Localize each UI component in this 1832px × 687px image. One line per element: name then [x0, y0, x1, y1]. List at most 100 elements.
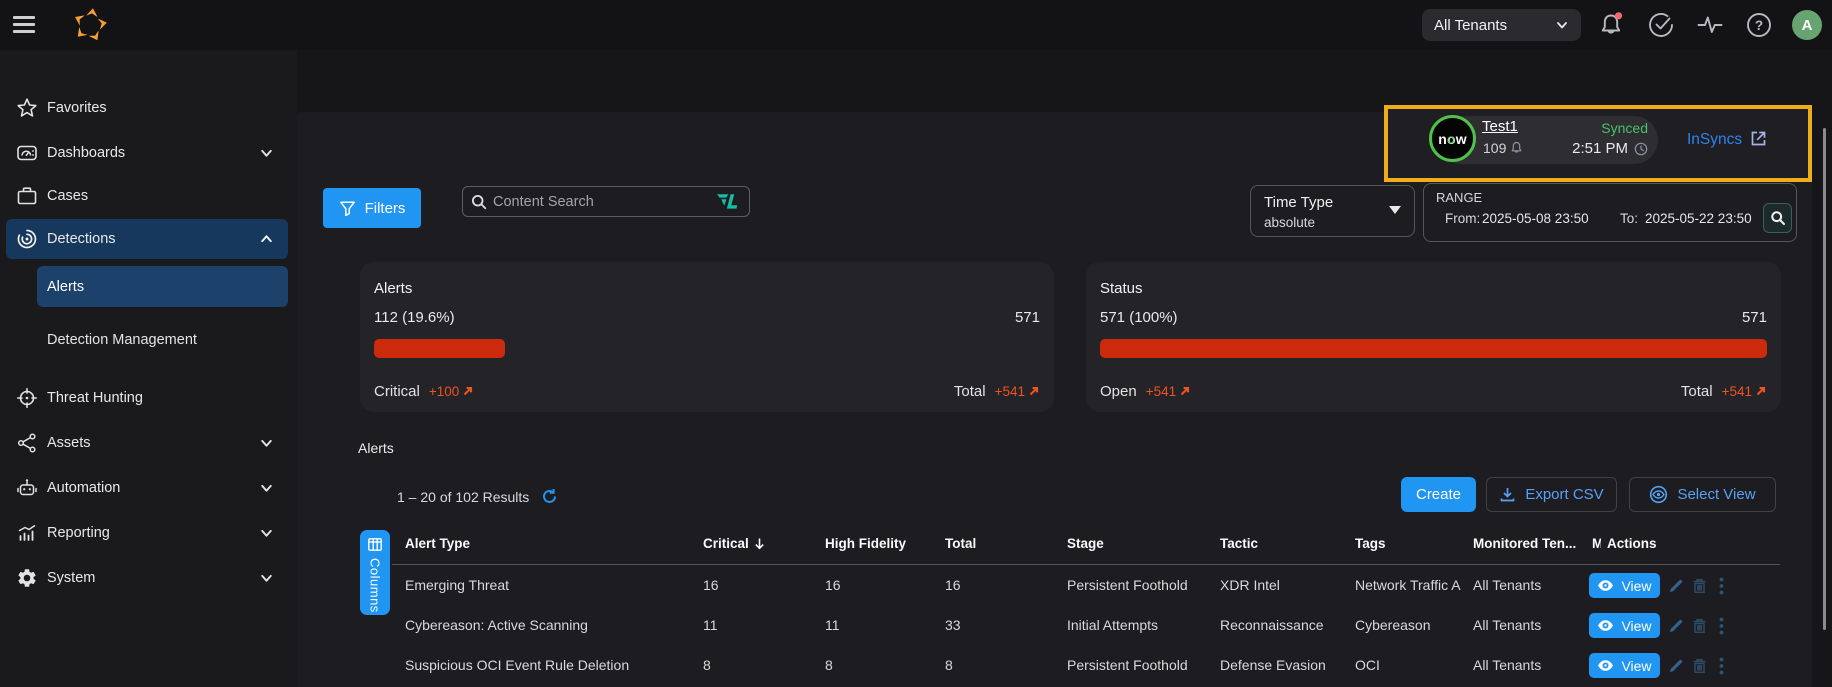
card-footer-left-label: Critical	[374, 383, 420, 400]
sidebar-subitem-label: Alerts	[47, 278, 85, 295]
view-button[interactable]: View	[1589, 573, 1660, 598]
card-left-value: 112 (19.6%)	[374, 309, 455, 326]
card-footer-left-label: Open	[1100, 383, 1137, 400]
filters-button[interactable]: Filters	[323, 188, 421, 228]
column-header-high-fidelity[interactable]: High Fidelity	[825, 536, 906, 551]
column-header-stage[interactable]: Stage	[1067, 536, 1104, 551]
card-footer-right-label: Total	[1680, 383, 1713, 400]
hamburger-menu-icon[interactable]	[13, 16, 35, 34]
time-type-dropdown[interactable]: Time Type absolute	[1250, 185, 1415, 237]
sidebar-item-reporting[interactable]: Reporting	[6, 513, 288, 553]
cell-alert-type: Cybereason: Active Scanning	[405, 617, 588, 633]
sidebar-item-system[interactable]: System	[6, 558, 288, 598]
eye-icon	[1650, 485, 1668, 504]
eye-icon	[1598, 660, 1614, 671]
sidebar-nav: Favorites Dashboards Cases Detections	[0, 50, 297, 687]
threat-hunting-crosshair-icon	[17, 388, 37, 408]
more-options-kebab-icon[interactable]	[1719, 657, 1724, 675]
delete-trash-icon[interactable]	[1692, 578, 1707, 594]
card-title: Alerts	[374, 280, 413, 297]
cell-total: 16	[945, 577, 961, 593]
cell-monitored-tenants: All Tenants	[1473, 657, 1542, 673]
columns-button[interactable]: Columns	[360, 530, 390, 615]
more-options-kebab-icon[interactable]	[1719, 577, 1724, 595]
help-icon[interactable]: ?	[1746, 12, 1772, 38]
cell-tactic: XDR Intel	[1220, 577, 1280, 593]
progress-bar-fill	[374, 339, 505, 358]
eye-icon	[1598, 620, 1614, 631]
more-options-kebab-icon[interactable]	[1719, 617, 1724, 635]
sidebar-subitem-alerts[interactable]: Alerts	[37, 266, 288, 307]
table-row[interactable]: Cybereason: Active Scanning 11 11 33 Ini…	[0, 606, 1832, 646]
cell-high-fidelity: 16	[825, 577, 841, 593]
sidebar-item-cases[interactable]: Cases	[6, 176, 288, 216]
sidebar-item-detections[interactable]: Detections	[6, 219, 288, 259]
column-header-alert-type[interactable]: Alert Type	[405, 536, 471, 551]
create-button[interactable]: Create	[1401, 477, 1476, 512]
cell-high-fidelity: 11	[825, 617, 840, 633]
notifications-bell-icon[interactable]	[1598, 12, 1624, 38]
sidebar-item-favorites[interactable]: Favorites	[6, 88, 288, 128]
servicenow-instance-link[interactable]: Test1	[1482, 118, 1518, 135]
trend-up-arrow-icon	[1180, 386, 1190, 396]
sidebar-item-automation[interactable]: Automation	[6, 468, 288, 508]
cell-critical: 16	[703, 577, 719, 593]
sidebar-item-label: Detections	[47, 231, 116, 247]
range-to-label: To:	[1620, 211, 1639, 226]
edit-pencil-icon[interactable]	[1668, 658, 1684, 674]
column-header-monitored-tenants[interactable]: Monitored Ten...	[1473, 536, 1577, 551]
card-footer-left-delta: +541	[1145, 384, 1177, 399]
cell-tags: Cybereason	[1355, 617, 1431, 633]
table-row[interactable]: Emerging Threat 16 16 16 Persistent Foot…	[0, 566, 1832, 606]
sidebar-item-threat-hunting[interactable]: Threat Hunting	[6, 378, 288, 418]
create-button-label: Create	[1415, 486, 1462, 503]
content-search-input[interactable]	[493, 193, 715, 210]
lucene-query-icon[interactable]	[715, 192, 741, 211]
reporting-chart-icon	[18, 525, 36, 541]
export-csv-button[interactable]: Export CSV	[1486, 477, 1617, 512]
sidebar-item-assets[interactable]: Assets	[6, 423, 288, 463]
column-header-total[interactable]: Total	[945, 536, 977, 551]
range-to-value[interactable]: 2025-05-22 23:50	[1645, 211, 1752, 226]
sidebar-subitem-label: Detection Management	[47, 331, 197, 348]
view-button[interactable]: View	[1589, 653, 1660, 678]
time-type-label: Time Type	[1264, 194, 1334, 211]
tenant-selector-dropdown[interactable]: All Tenants	[1422, 9, 1581, 41]
view-button-label: View	[1621, 657, 1652, 674]
delete-trash-icon[interactable]	[1692, 618, 1707, 634]
tenant-selector-value: All Tenants	[1434, 16, 1508, 34]
content-search-box[interactable]	[462, 186, 750, 217]
vertical-scrollbar[interactable]	[1823, 128, 1826, 630]
sidebar-item-dashboards[interactable]: Dashboards	[6, 133, 288, 173]
download-icon	[1500, 488, 1515, 502]
avatar-initial: A	[1801, 16, 1813, 34]
user-avatar[interactable]: A	[1792, 10, 1822, 40]
sidebar-subitem-detection-management[interactable]: Detection Management	[37, 319, 288, 360]
system-health-pulse-icon[interactable]	[1697, 12, 1723, 38]
refresh-icon[interactable]	[541, 488, 558, 505]
sync-time: 2:51 PM	[1572, 140, 1628, 157]
edit-pencil-icon[interactable]	[1668, 578, 1684, 594]
servicenow-alert-count: 109	[1483, 140, 1507, 156]
delete-trash-icon[interactable]	[1692, 658, 1707, 674]
external-link-icon[interactable]	[1749, 129, 1768, 148]
range-from-label: From:	[1445, 211, 1481, 226]
sort-desc-arrow-icon	[754, 538, 764, 550]
range-label: RANGE	[1436, 190, 1483, 205]
column-header-tactic[interactable]: Tactic	[1220, 536, 1259, 551]
insyncs-link[interactable]: InSyncs	[1687, 131, 1743, 148]
chevron-up-icon	[261, 235, 272, 243]
apply-time-range-search-button[interactable]	[1763, 203, 1792, 233]
edit-pencil-icon[interactable]	[1668, 618, 1684, 634]
cell-tactic: Defense Evasion	[1220, 657, 1326, 673]
range-from-value[interactable]: 2025-05-08 23:50	[1482, 211, 1589, 226]
cell-critical: 8	[703, 657, 711, 673]
tasks-check-circle-icon[interactable]	[1648, 12, 1674, 38]
table-row[interactable]: Suspicious OCI Event Rule Deletion 8 8 8…	[0, 646, 1832, 686]
select-view-button[interactable]: Select View	[1629, 477, 1776, 512]
column-header-critical[interactable]: Critical	[703, 536, 766, 551]
progress-bar-track	[374, 339, 1040, 358]
cell-total: 8	[945, 657, 953, 673]
view-button[interactable]: View	[1589, 613, 1660, 638]
column-header-tags[interactable]: Tags	[1355, 536, 1386, 551]
